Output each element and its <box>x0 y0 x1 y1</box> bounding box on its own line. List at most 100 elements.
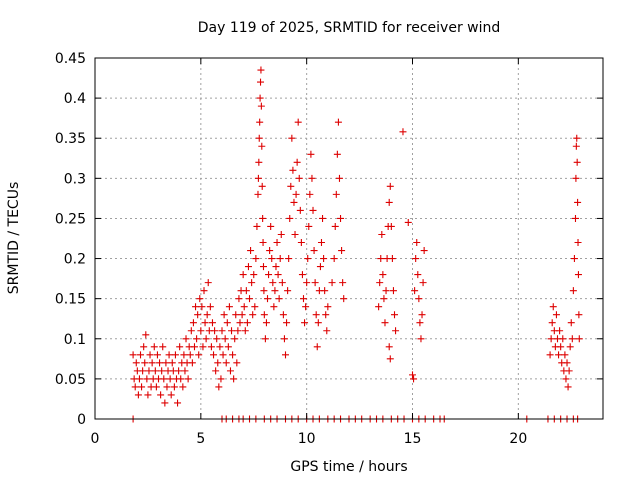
data-point <box>257 78 265 86</box>
data-point <box>573 134 581 142</box>
data-point <box>158 367 166 375</box>
data-point <box>152 383 160 391</box>
data-point <box>323 327 331 335</box>
x-tick-label: 10 <box>298 431 316 447</box>
data-point <box>159 343 167 351</box>
x-tick-label: 5 <box>196 431 205 447</box>
data-point <box>377 255 385 263</box>
data-point <box>188 359 196 367</box>
y-tick-label: 0.4 <box>64 91 86 107</box>
data-point <box>160 375 168 383</box>
data-point <box>207 343 215 351</box>
data-point <box>151 367 159 375</box>
data-point <box>251 303 259 311</box>
data-point <box>265 271 273 279</box>
data-point <box>308 174 316 182</box>
data-point <box>153 351 161 359</box>
data-point <box>332 190 340 198</box>
data-point <box>416 319 424 327</box>
data-point <box>282 351 289 359</box>
data-point <box>238 311 246 319</box>
data-point <box>297 239 305 247</box>
y-tick-label: 0.15 <box>55 292 86 308</box>
data-point <box>176 343 184 351</box>
data-point <box>255 134 263 142</box>
data-point <box>250 271 258 279</box>
data-point <box>309 206 317 214</box>
data-point <box>190 343 198 351</box>
data-point <box>254 190 262 198</box>
x-tick-label: 20 <box>509 431 527 447</box>
data-point <box>156 359 164 367</box>
data-point <box>418 311 426 319</box>
data-point <box>232 311 240 319</box>
data-point <box>187 327 195 335</box>
data-point <box>556 327 564 335</box>
data-point <box>391 311 399 319</box>
data-point <box>328 279 336 287</box>
data-point <box>269 279 277 287</box>
data-point <box>280 335 288 343</box>
y-tick-label: 0.1 <box>64 332 86 348</box>
data-point <box>321 287 329 295</box>
data-point <box>415 295 423 303</box>
data-point <box>239 271 247 279</box>
data-point <box>220 311 228 319</box>
data-point <box>231 335 239 343</box>
data-point <box>413 239 421 247</box>
data-point <box>267 222 275 230</box>
data-point <box>293 158 301 166</box>
data-point <box>181 367 189 375</box>
data-point <box>279 311 287 319</box>
data-point <box>150 343 158 351</box>
y-tick-label: 0.05 <box>55 372 86 388</box>
data-point <box>210 351 218 359</box>
data-point <box>335 174 343 182</box>
data-point <box>574 239 582 247</box>
data-point <box>213 335 221 343</box>
data-point <box>307 150 315 158</box>
data-point <box>283 319 291 327</box>
data-point <box>256 94 264 102</box>
data-point <box>295 174 303 182</box>
data-point <box>273 239 281 247</box>
data-point <box>334 118 342 126</box>
data-point <box>139 367 147 375</box>
data-point <box>211 327 219 335</box>
data-point <box>170 383 178 391</box>
data-point <box>386 182 394 190</box>
data-point <box>203 311 211 319</box>
data-point <box>570 255 578 263</box>
data-point <box>278 279 286 287</box>
y-tick-label: 0 <box>77 412 86 428</box>
data-point <box>223 319 231 327</box>
data-point <box>340 295 348 303</box>
x-axis-label: GPS time / hours <box>290 459 407 475</box>
data-point <box>314 319 322 327</box>
data-point <box>286 214 294 222</box>
grid-lines <box>95 58 603 419</box>
data-point <box>382 287 390 295</box>
data-point <box>253 222 261 230</box>
data-point <box>566 343 574 351</box>
data-point <box>264 295 272 303</box>
data-point <box>168 359 176 367</box>
data-point <box>338 247 346 255</box>
data-point <box>572 142 580 150</box>
data-points <box>129 66 583 423</box>
data-point <box>146 351 154 359</box>
data-point <box>564 383 572 391</box>
data-point <box>248 279 256 287</box>
data-point <box>201 319 209 327</box>
data-point <box>255 158 263 166</box>
data-point <box>317 239 325 247</box>
y-tick-label: 0.35 <box>55 131 86 147</box>
data-point <box>565 367 573 375</box>
data-point <box>310 247 318 255</box>
data-point <box>339 279 347 287</box>
data-point <box>331 222 339 230</box>
data-point <box>559 335 567 343</box>
chart-title: Day 119 of 2025, SRMTID for receiver win… <box>198 20 501 36</box>
data-point <box>171 351 179 359</box>
